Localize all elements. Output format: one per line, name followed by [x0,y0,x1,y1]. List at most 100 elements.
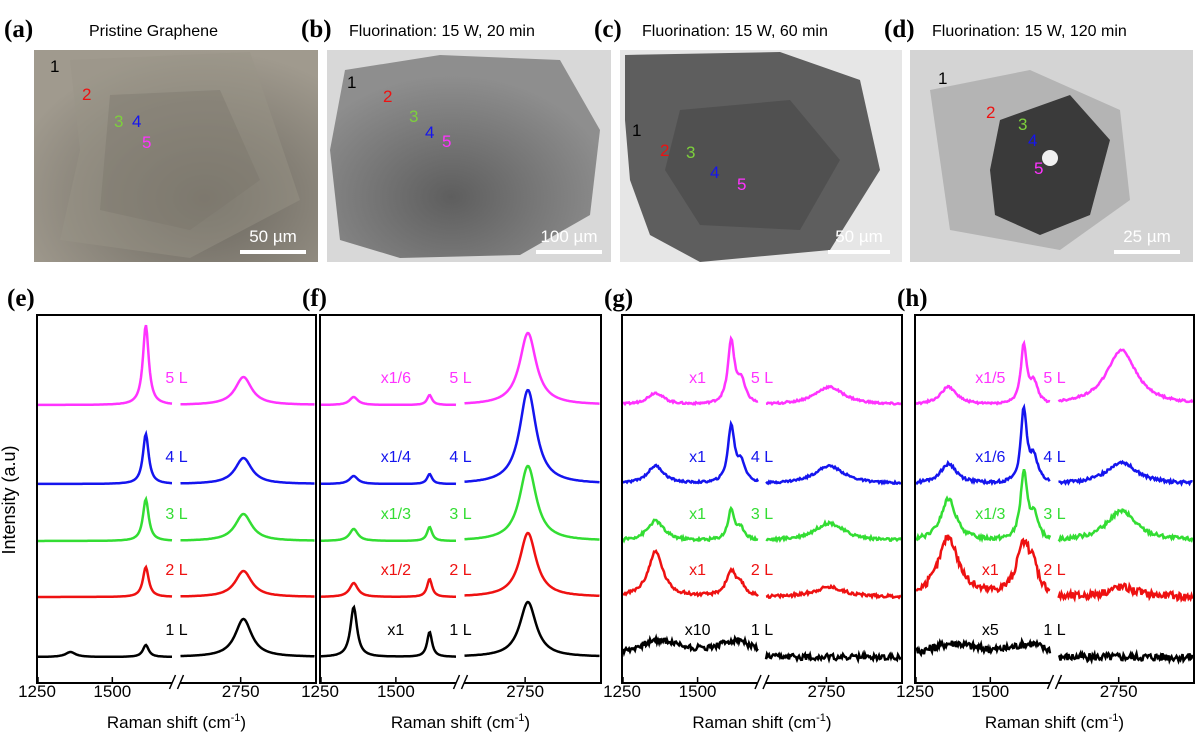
spectrum [916,339,1193,406]
spectrum [916,468,1193,543]
axis-break-mark [1046,674,1063,690]
x-axis-title-part: -1 [816,712,826,724]
multiplier-label: x1/5 [975,370,1005,387]
layer-label: 2 L [1043,562,1065,579]
axis-break [456,675,465,689]
layer-label: 5 L [1043,370,1065,387]
multiplier-label: x1 [689,370,706,387]
layer-label: 5 L [449,370,471,387]
panel-title: Fluorination: 15 W, 120 min [932,23,1127,40]
x-axis-title-part: -1 [231,712,241,724]
multiplier-label: x1/6 [381,370,411,387]
layer-label: 1 L [1043,622,1065,639]
region-marker: 2 [82,85,91,104]
region-marker: 2 [383,87,392,106]
spectrum [916,403,1193,487]
region-marker: 2 [660,141,669,160]
panel-label: (b) [301,16,332,43]
panel-label: (g) [604,285,633,312]
layer-label: 5 L [751,370,773,387]
x-tick-label: 2750 [807,682,845,701]
spectrum [321,600,600,658]
x-axis-title-part: ) [826,713,832,732]
x-axis-title-part: Raman shift (cm [107,713,231,732]
spectra-panel: (e) 5 L 4 L 3 L 2 L 1 L 1250 1500 2750 Raman shif… [7,285,317,732]
panel-label: (d) [884,16,915,43]
multiplier-label: x1/4 [381,449,411,466]
x-tick-label: 1500 [971,682,1009,701]
scale-bar-label: 50 µm [249,227,297,246]
panel-label: (f) [302,285,327,312]
region-marker: 1 [632,121,641,140]
spectrum [38,495,315,543]
spectrum [321,464,600,543]
spectrum [623,505,901,544]
region-marker: 4 [710,163,719,182]
region-marker: 2 [986,103,995,122]
region-marker: 5 [737,175,746,194]
spectrum [623,548,901,600]
x-axis-title-part: -1 [515,712,525,724]
multiplier-label: x5 [982,622,999,639]
axis-break [1050,675,1059,689]
region-marker: 3 [114,112,123,131]
x-axis-title: Raman shift (cm-1) [391,712,530,732]
region-marker: 1 [347,73,356,92]
spectrum [623,419,901,486]
panel-label: (a) [4,16,33,43]
layer-label: 4 L [1043,449,1065,466]
x-axis-title-part: Raman shift (cm [692,713,816,732]
spectrum [916,534,1193,603]
x-tick-label: 2750 [506,682,544,701]
image-a [34,50,318,262]
layer-label: 1 L [449,622,471,639]
scale-bar-label: 25 µm [1123,227,1171,246]
region-marker: 4 [425,123,434,142]
spectrum [38,324,315,407]
axis-break-mark [452,674,469,690]
x-tick-label: 1500 [93,682,131,701]
region-marker: 5 [142,133,151,152]
x-axis-title-part: Raman shift (cm [985,713,1109,732]
spectrum [321,531,600,598]
spectra-panel: (f) 5 L x1/6 4 L x1/4 3 L x1/3 2 L x1/2 1 L x1 1250… [301,285,602,732]
x-axis-title-part: ) [1118,713,1124,732]
spectrum [38,564,315,599]
layer-label: 4 L [165,449,187,466]
multiplier-label: x1/3 [381,506,411,523]
layer-label: 2 L [449,562,471,579]
spectra-panel: (g) 5 L x1 4 L x1 3 L x1 2 L x1 1 L x10 1250 1500 275… [603,285,903,732]
axis-break [758,675,766,689]
layer-label: 4 L [449,449,471,466]
x-axis-title: Raman shift (cm-1) [107,712,246,732]
layer-label: 1 L [751,622,773,639]
region-marker: 3 [1018,115,1027,134]
image-d [910,50,1193,262]
x-tick-label: 2750 [1100,682,1138,701]
spectrum [321,331,600,407]
panel-label: (h) [897,285,928,312]
image-b [327,50,611,262]
scale-bar-label: 50 µm [835,227,883,246]
layer-label: 2 L [751,562,773,579]
axis-break [172,675,181,689]
layer-label: 2 L [165,562,187,579]
x-axis-title: Raman shift (cm-1) [985,712,1124,732]
layer-label: 3 L [449,506,471,523]
x-tick-label: 1250 [18,682,56,701]
layer-label: 3 L [1043,506,1065,523]
x-axis-title: Raman shift (cm-1) [692,712,831,732]
multiplier-label: x1 [689,506,706,523]
x-axis-title-part: ) [240,713,246,732]
spectrum [321,388,600,486]
panel-label: (e) [7,285,35,312]
panel-title: Fluorination: 15 W, 60 min [642,23,828,40]
layer-label: 1 L [165,622,187,639]
region-marker: 4 [1028,131,1037,150]
layer-label: 3 L [165,506,187,523]
multiplier-label: x1/2 [381,562,411,579]
multiplier-label: x10 [685,622,711,639]
x-axis-title-part: ) [524,713,530,732]
